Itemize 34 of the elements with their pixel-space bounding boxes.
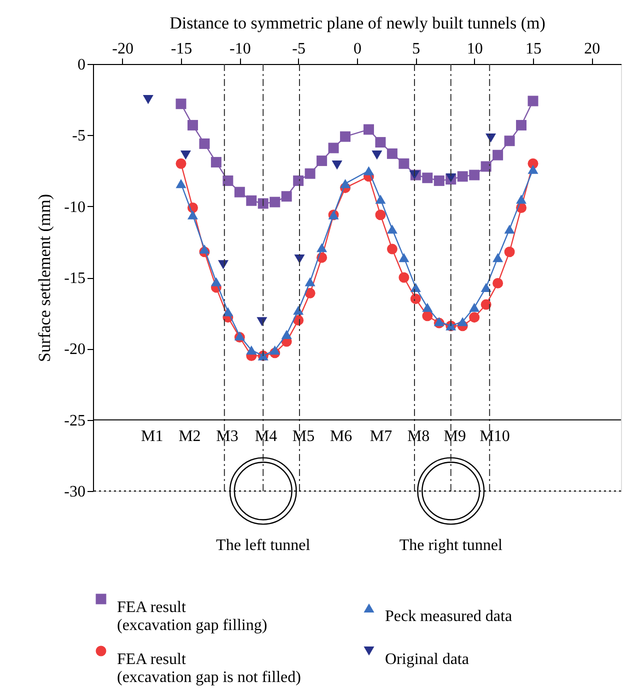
y-tick-label: -30	[64, 484, 86, 500]
legend-label: Original data	[385, 651, 469, 668]
x-tick-label: -10	[230, 40, 251, 58]
legend-label: Peck measured data	[385, 608, 512, 625]
y-tick-label: -25	[64, 412, 86, 430]
annotation: M7	[370, 428, 392, 445]
y-tick-label: -20	[64, 341, 86, 358]
x-tick-label: -5	[292, 40, 306, 58]
annotation: M9	[444, 428, 466, 445]
x-tick-label: 5	[412, 40, 420, 58]
x-tick-label: -15	[170, 40, 192, 58]
annotation: M2	[178, 428, 201, 445]
annotation: M5	[292, 428, 315, 445]
annotation: M4	[254, 428, 278, 445]
text: The right tunnel	[399, 537, 503, 554]
y-tick-label: -10	[64, 198, 86, 216]
annotation: M8	[407, 428, 430, 445]
x-axis-title: Distance to symmetric plane of newly built tunnels (m)	[170, 14, 546, 32]
y-tick-label: 0	[78, 56, 86, 74]
x-tick-label: 0	[354, 40, 362, 58]
x-tick-label: 10	[466, 40, 483, 58]
x-tick-label: -20	[112, 40, 134, 58]
y-tick-label: -15	[64, 270, 86, 287]
y-axis-title: Surface settlement (mm)	[35, 194, 54, 362]
annotation: M10	[480, 428, 510, 445]
legend-label: FEA result (excavation gap is not filled)	[117, 651, 301, 686]
x-tick-label: 15	[526, 40, 542, 58]
legend-label: FEA result (excavation gap filling)	[117, 599, 268, 634]
annotation: M3	[216, 428, 238, 445]
annotation: M6	[330, 428, 352, 445]
y-tick-label: -5	[72, 128, 86, 145]
x-tick-label: 20	[584, 40, 600, 58]
text: The left tunnel	[216, 537, 311, 554]
annotation: M1	[141, 428, 164, 445]
